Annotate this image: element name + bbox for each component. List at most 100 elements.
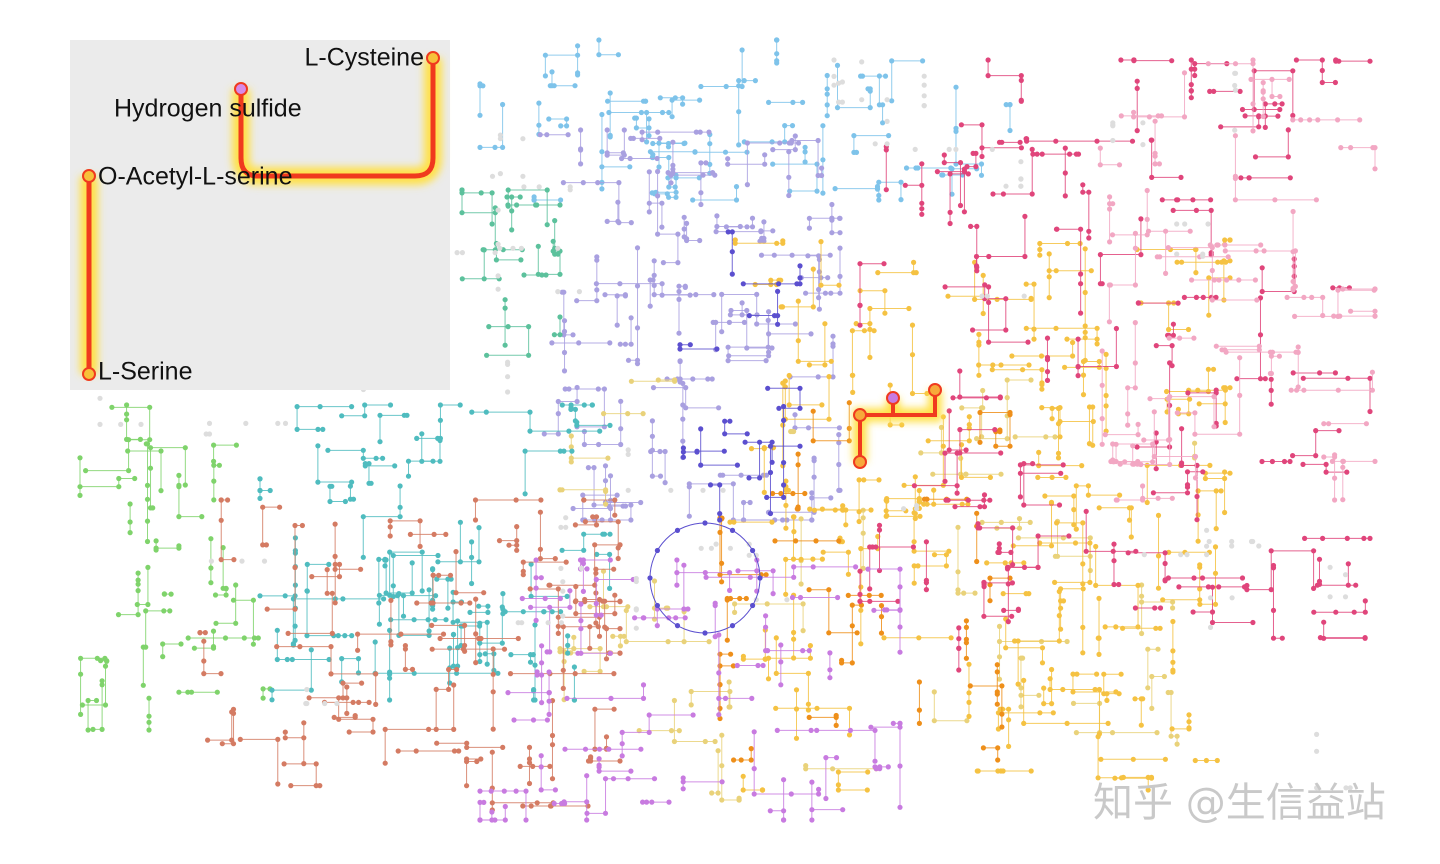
compound-node [784,597,790,603]
compound-node [528,604,534,610]
compound-node [205,737,211,743]
compound-node [809,779,815,785]
compound-node [803,290,809,296]
compound-node [964,718,970,724]
compound-node [831,73,837,79]
compound-node [544,717,551,723]
compound-node [1087,540,1093,546]
compound-node [1114,497,1120,503]
compound-node [359,680,365,686]
compound-node [520,609,526,615]
compound-node [916,679,923,685]
compound-node [728,651,734,657]
compound-node [999,139,1005,145]
compound-node [729,271,735,277]
compound-node [671,738,678,745]
compound-node [1050,710,1056,716]
reaction-line [602,600,620,628]
compound-node [282,729,288,735]
node [82,169,96,183]
compound-node [895,598,901,604]
compound-node [665,140,672,147]
compound-node [315,426,321,432]
compound-node [781,808,787,814]
compound-node [539,643,545,649]
watermark: 知乎 @生信益站 [1093,780,1386,826]
compound-node [1330,285,1336,291]
node [234,82,248,96]
compound-node [912,474,918,480]
compound-node [1206,538,1212,545]
compound-node [889,58,895,64]
compound-node [1192,453,1199,460]
compound-node [789,123,796,129]
compound-node [1222,248,1228,254]
compound-node [580,492,586,498]
compound-node [1372,145,1378,151]
compound-node [587,645,593,651]
compound-node [912,510,918,517]
compound-node [1170,332,1176,338]
compound-node [909,390,916,397]
compound-node [640,799,646,805]
compound-node [1369,387,1375,393]
compound-node [963,640,970,646]
compound-node [565,650,571,656]
compound-node [143,608,149,614]
compound-node [514,538,520,544]
compound-node [552,787,559,793]
compound-node [751,729,757,735]
compound-node [517,194,523,200]
compound-node [578,161,584,167]
compound-node [795,358,801,364]
compound-node [1174,410,1180,416]
compound-node [1078,281,1084,287]
compound-node [965,501,971,507]
compound-node [1103,351,1109,357]
compound-node [798,556,804,563]
compound-node [211,458,217,464]
compound-node [499,604,505,610]
compound-node [998,450,1004,456]
compound-node [1206,312,1212,318]
compound-node [1291,256,1297,262]
compound-node [1193,294,1199,300]
compound-node [1269,76,1275,82]
compound-node [987,575,993,581]
compound-node [561,318,568,324]
compound-node [1163,270,1169,276]
compound-node [814,727,820,734]
compound-node [581,497,587,503]
compound-node [793,538,799,544]
compound-node [681,226,687,232]
reaction-line [379,414,407,442]
compound-node [1256,347,1262,353]
compound-node [981,579,987,586]
compound-node [1311,585,1317,592]
compound-node [476,603,482,609]
compound-node [309,574,315,580]
compound-node [500,744,506,751]
compound-node [733,184,740,190]
compound-node [592,706,598,712]
compound-node [954,490,960,496]
compound-node [1093,543,1099,550]
compound-node [275,781,281,787]
compound-node [542,595,548,602]
compound-node [947,220,953,227]
compound-node [1120,774,1126,781]
compound-node [942,478,948,484]
compound-node [599,149,605,155]
compound-node [824,86,830,92]
compound-node [1057,405,1063,411]
compound-node [1130,756,1136,762]
compound-node [560,579,566,585]
compound-node [1097,252,1103,258]
compound-node [505,187,511,193]
compound-node [958,122,965,128]
compound-node [1170,659,1176,665]
compound-node [1293,57,1299,63]
compound-node [649,473,656,479]
compound-node [481,799,487,806]
compound-node [1064,638,1070,645]
